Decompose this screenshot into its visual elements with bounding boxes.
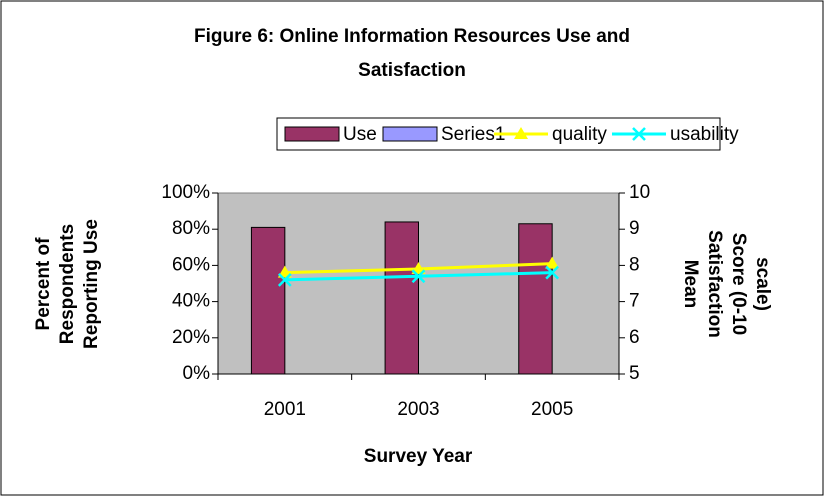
y2-axis-title: Satisfaction — [704, 230, 725, 338]
y-axis-title: Reporting Use — [81, 219, 102, 349]
y2-tick-label: 6 — [629, 327, 640, 348]
marker — [545, 256, 560, 269]
legend-label: Series1 — [441, 124, 505, 145]
x-tick-label: 2003 — [397, 399, 439, 420]
x-tick-label: 2005 — [531, 399, 573, 420]
legend-swatch — [284, 126, 340, 142]
y-tick-label: 60% — [172, 254, 210, 275]
y2-axis-title: Mean — [680, 260, 701, 309]
x-tick-label: 2001 — [264, 399, 306, 420]
bar — [384, 221, 420, 375]
y2-axis-title: scale) — [752, 257, 773, 311]
y-axis-title: Respondents — [57, 224, 78, 344]
bar — [518, 223, 553, 375]
y-tick-label: 0% — [183, 363, 211, 384]
x-axis-title: Survey Year — [364, 446, 473, 467]
marker — [632, 127, 646, 141]
marker — [411, 269, 426, 284]
legend-label: quality — [552, 124, 607, 145]
legend-label: usability — [670, 124, 739, 145]
marker — [545, 265, 560, 280]
legend-label: Use — [343, 124, 377, 145]
y-axis-title: Percent of — [33, 237, 54, 331]
y2-axis-title: Score (0-10 — [728, 233, 749, 335]
marker — [514, 127, 528, 139]
y2-tick-label: 8 — [629, 254, 640, 275]
y-tick-label: 20% — [172, 327, 210, 348]
y2-tick-label: 9 — [629, 218, 640, 239]
chart-title: Figure 6: Online Information Resources U… — [194, 26, 630, 47]
y-tick-label: 100% — [161, 182, 210, 203]
y2-tick-label: 7 — [629, 291, 640, 312]
legend-swatch — [382, 126, 438, 142]
y-tick-label: 40% — [172, 291, 210, 312]
y2-tick-label: 10 — [629, 182, 650, 203]
bar — [250, 226, 286, 375]
y2-tick-label: 5 — [629, 363, 640, 384]
marker — [277, 272, 292, 287]
y-tick-label: 80% — [172, 218, 210, 239]
chart-title: Satisfaction — [358, 60, 466, 81]
